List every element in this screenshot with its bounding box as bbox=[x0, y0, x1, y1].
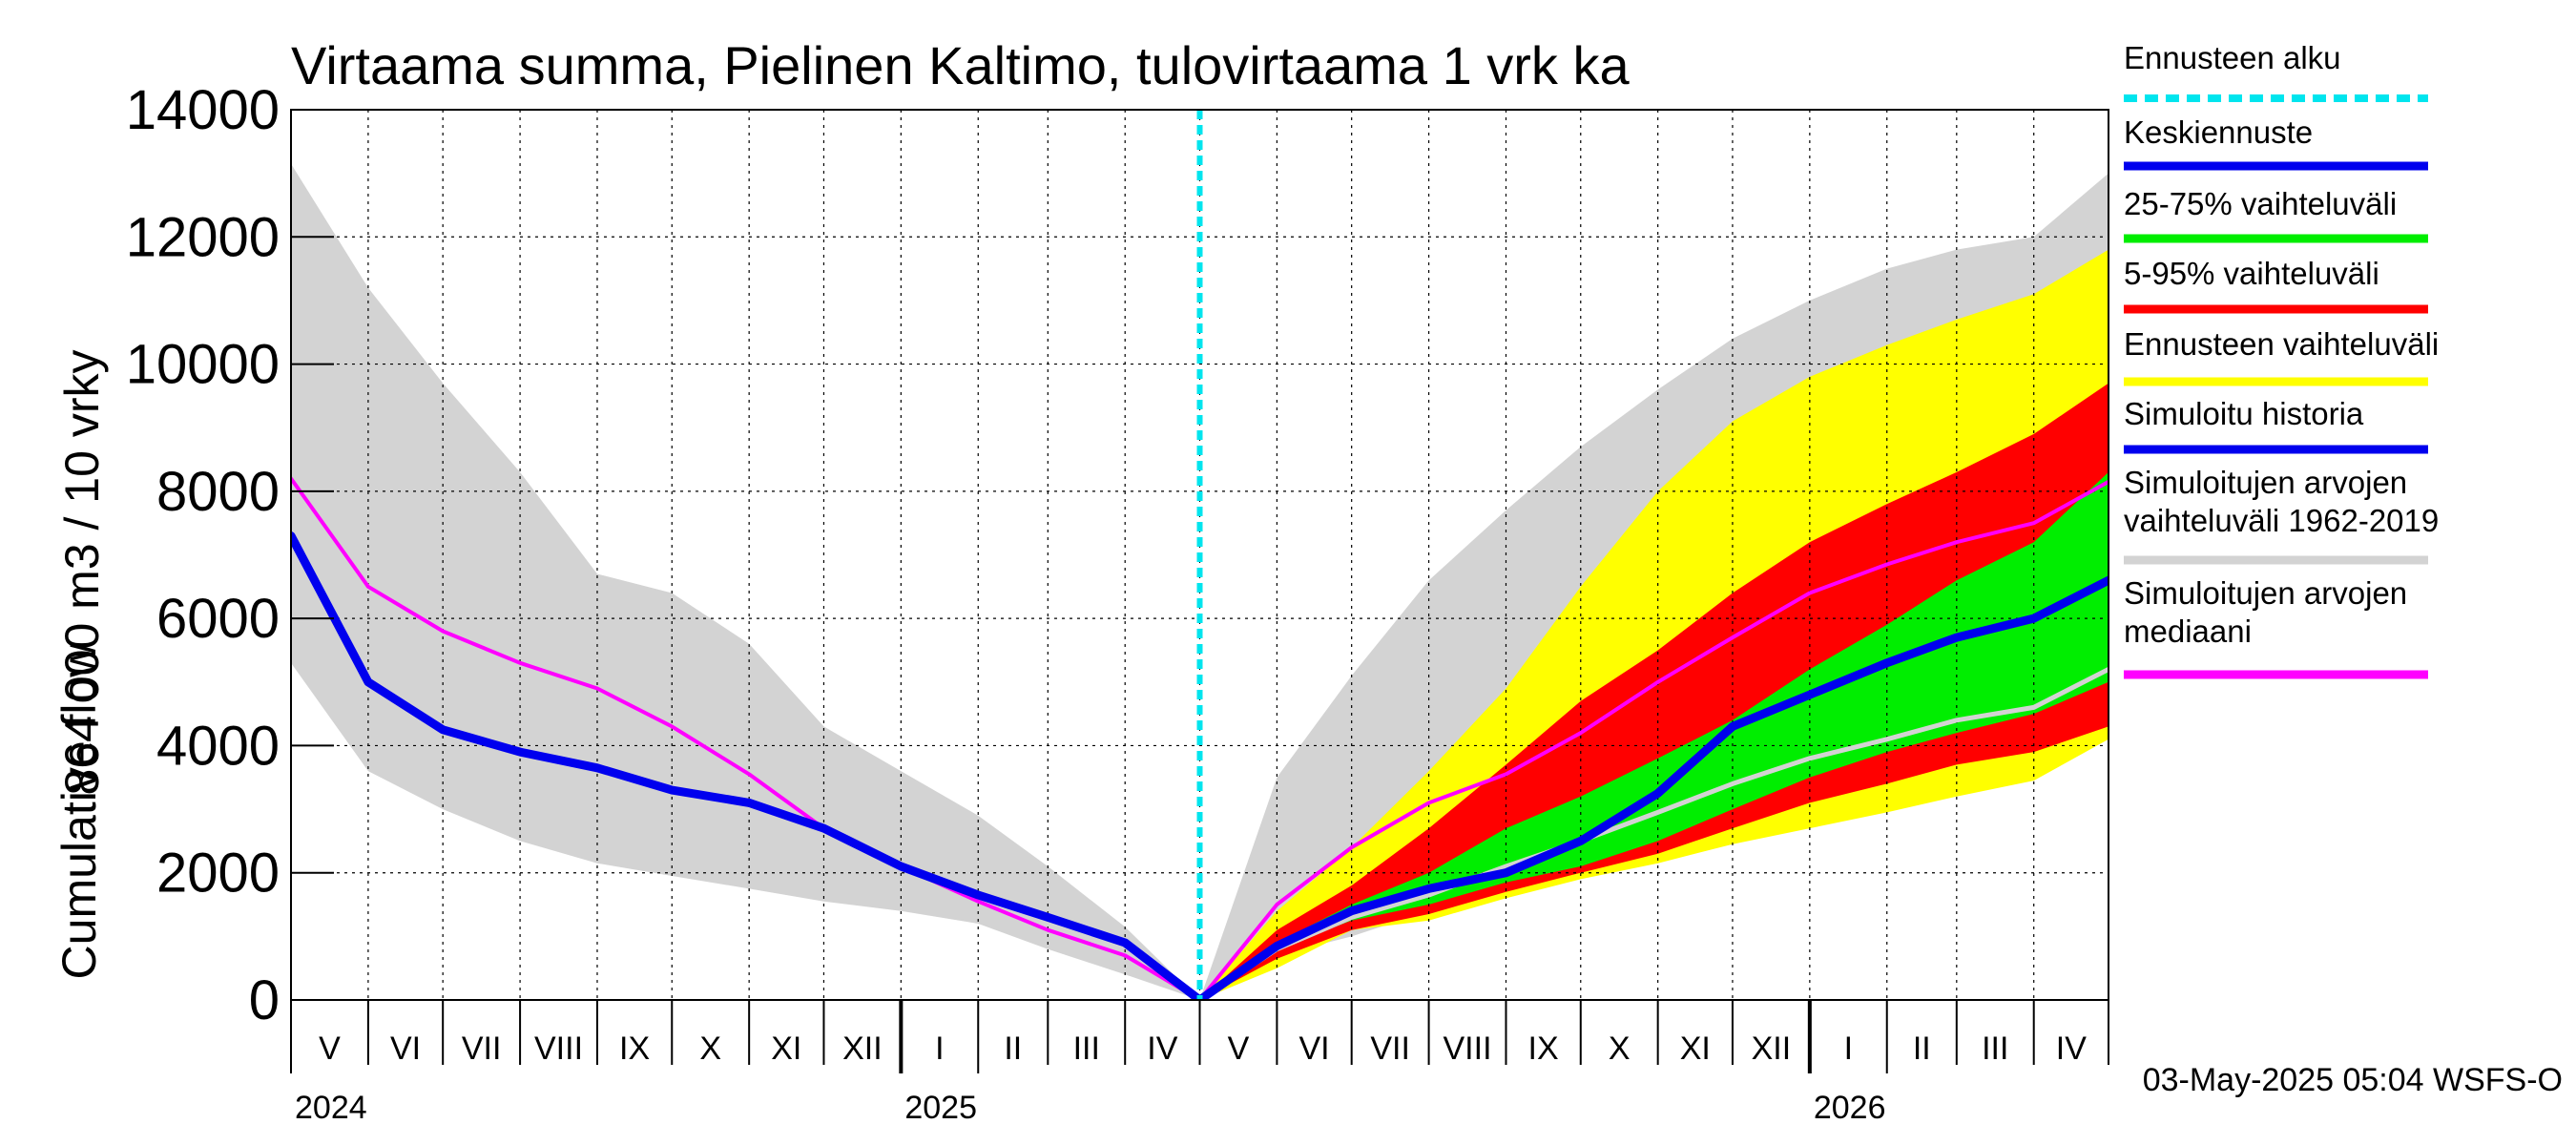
legend-label: Simuloitujen arvojen bbox=[2124, 465, 2407, 500]
month-label: IX bbox=[619, 1030, 650, 1067]
month-label: I bbox=[1844, 1030, 1853, 1067]
legend-label: Ennusteen alku bbox=[2124, 40, 2341, 75]
legend-label: Simuloitujen arvojen bbox=[2124, 575, 2407, 611]
legend-label: Simuloitu historia bbox=[2124, 396, 2364, 431]
y-tick-label: 6000 bbox=[156, 588, 280, 650]
y-tick-label: 14000 bbox=[126, 79, 280, 141]
chart-title: Virtaama summa, Pielinen Kaltimo, tulovi… bbox=[291, 35, 1630, 95]
legend-label: mediaani bbox=[2124, 614, 2252, 649]
legend-label: Ennusteen vaihteluväli bbox=[2124, 326, 2439, 362]
legend-label: 25-75% vaihteluväli bbox=[2124, 186, 2397, 221]
month-label: VI bbox=[390, 1030, 421, 1067]
month-label: XII bbox=[842, 1030, 883, 1067]
legend-label: Keskiennuste bbox=[2124, 114, 2313, 150]
month-label: II bbox=[1913, 1030, 1931, 1067]
month-label: V bbox=[1228, 1030, 1250, 1067]
month-label: XI bbox=[1680, 1030, 1711, 1067]
series-line-1 bbox=[1197, 667, 2109, 1000]
month-label: I bbox=[935, 1030, 944, 1067]
y-tick-label: 10000 bbox=[126, 334, 280, 396]
month-label: IX bbox=[1528, 1030, 1559, 1067]
year-label: 2025 bbox=[904, 1090, 977, 1126]
month-label: VII bbox=[462, 1030, 502, 1067]
month-label: X bbox=[1609, 1030, 1631, 1067]
plot-area bbox=[291, 110, 2109, 1000]
month-label: VII bbox=[1370, 1030, 1410, 1067]
y-axis-label-name: Cumulative flow bbox=[52, 642, 106, 980]
month-label: X bbox=[699, 1030, 721, 1067]
series-line-0 bbox=[291, 476, 2109, 1000]
month-label: IV bbox=[2056, 1030, 2087, 1067]
month-label: VIII bbox=[1444, 1030, 1492, 1067]
band-2 bbox=[1199, 383, 2109, 1000]
band-1 bbox=[1199, 249, 2109, 1000]
month-label: IV bbox=[1147, 1030, 1177, 1067]
y-axis-label-unit: 864 000 m3 / 10 vrky bbox=[55, 350, 109, 796]
y-tick-label: 12000 bbox=[126, 206, 280, 268]
month-label: V bbox=[319, 1030, 341, 1067]
month-label: XII bbox=[1752, 1030, 1792, 1067]
month-label: III bbox=[1982, 1030, 2008, 1067]
month-label: II bbox=[1004, 1030, 1022, 1067]
month-label: XI bbox=[771, 1030, 801, 1067]
legend-label: 5-95% vaihteluväli bbox=[2124, 256, 2379, 291]
series-line-2 bbox=[291, 531, 1204, 1000]
y-tick-label: 8000 bbox=[156, 461, 280, 523]
y-tick-label: 4000 bbox=[156, 715, 280, 777]
year-label: 2024 bbox=[295, 1090, 367, 1126]
band-3 bbox=[1199, 471, 2109, 1000]
y-tick-label: 0 bbox=[249, 969, 280, 1031]
y-tick-label: 2000 bbox=[156, 843, 280, 905]
series-line-3 bbox=[1195, 575, 2109, 1000]
month-label: VIII bbox=[534, 1030, 583, 1067]
legend-label: vaihteluväli 1962-2019 bbox=[2124, 503, 2439, 538]
year-label: 2026 bbox=[1814, 1090, 1886, 1126]
footer-timestamp: 03-May-2025 05:04 WSFS-O bbox=[2143, 1062, 2563, 1098]
month-label: VI bbox=[1298, 1030, 1329, 1067]
legend: Ennusteen alku Keskiennuste 25-75% vaihtel… bbox=[2124, 40, 2439, 679]
month-label: III bbox=[1073, 1030, 1100, 1067]
plot-content bbox=[291, 110, 2109, 1000]
